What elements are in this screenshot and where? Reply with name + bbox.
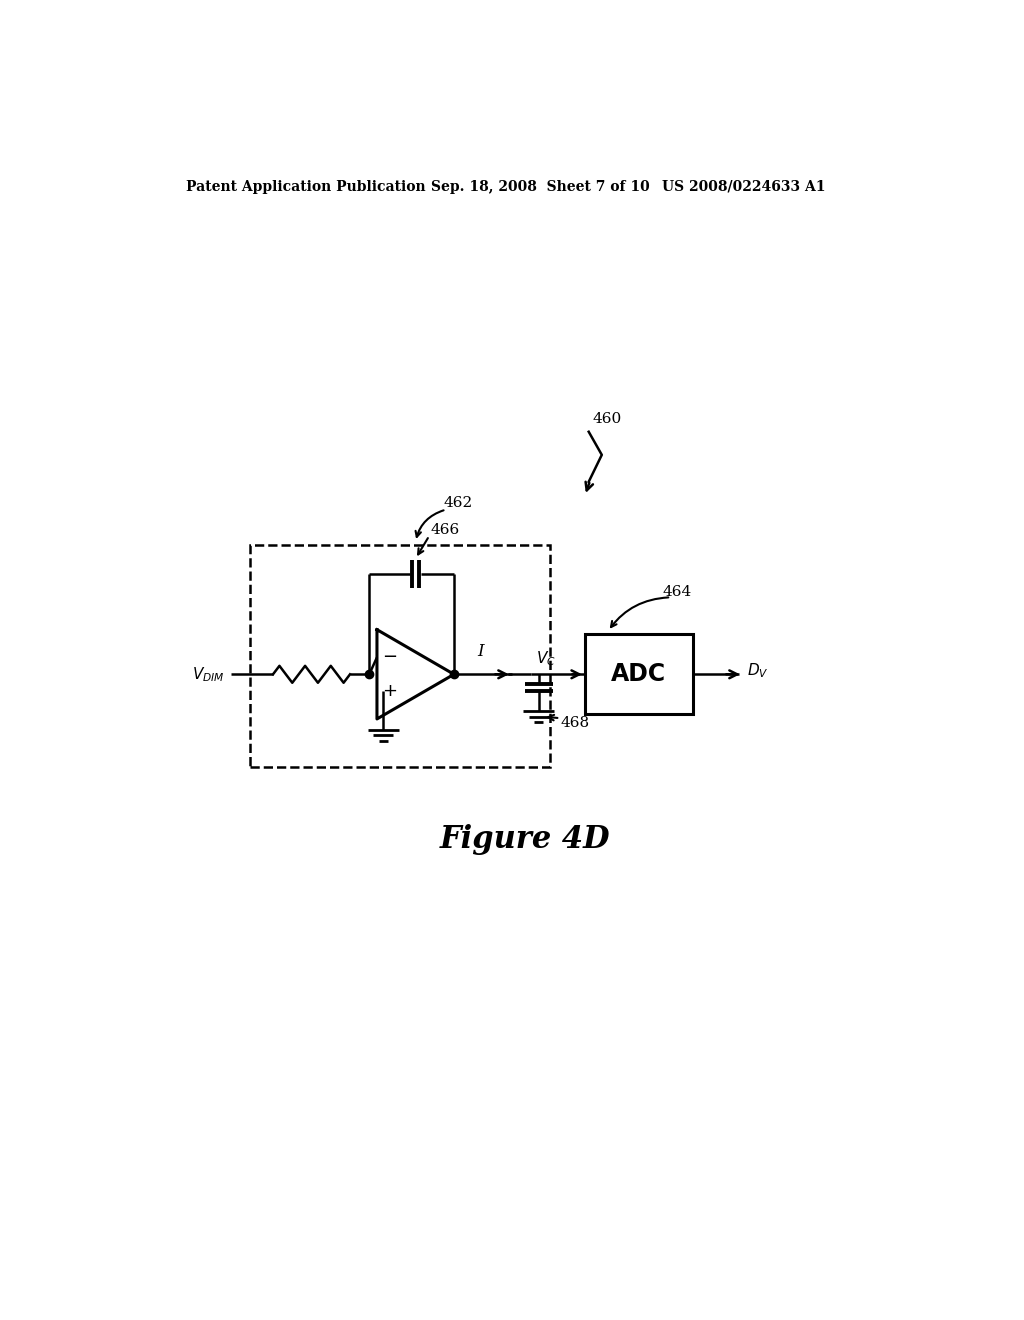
Text: ADC: ADC: [611, 663, 667, 686]
Text: $D_V$: $D_V$: [746, 661, 768, 680]
Text: $V_C$: $V_C$: [536, 649, 555, 668]
Text: +: +: [382, 682, 396, 700]
Bar: [250, 545, 550, 767]
Text: 466: 466: [431, 523, 460, 536]
Text: Patent Application Publication: Patent Application Publication: [186, 180, 426, 194]
Text: 468: 468: [560, 715, 590, 730]
Text: $V_{DIM}$: $V_{DIM}$: [191, 665, 224, 684]
Text: −: −: [382, 648, 397, 667]
Bar: [585, 635, 692, 714]
Text: 460: 460: [593, 412, 622, 425]
Text: I: I: [477, 643, 484, 660]
Text: 464: 464: [663, 585, 692, 599]
Text: Figure 4D: Figure 4D: [439, 825, 610, 855]
Text: Sep. 18, 2008  Sheet 7 of 10: Sep. 18, 2008 Sheet 7 of 10: [431, 180, 649, 194]
Text: 462: 462: [443, 495, 472, 510]
Text: US 2008/0224633 A1: US 2008/0224633 A1: [662, 180, 825, 194]
